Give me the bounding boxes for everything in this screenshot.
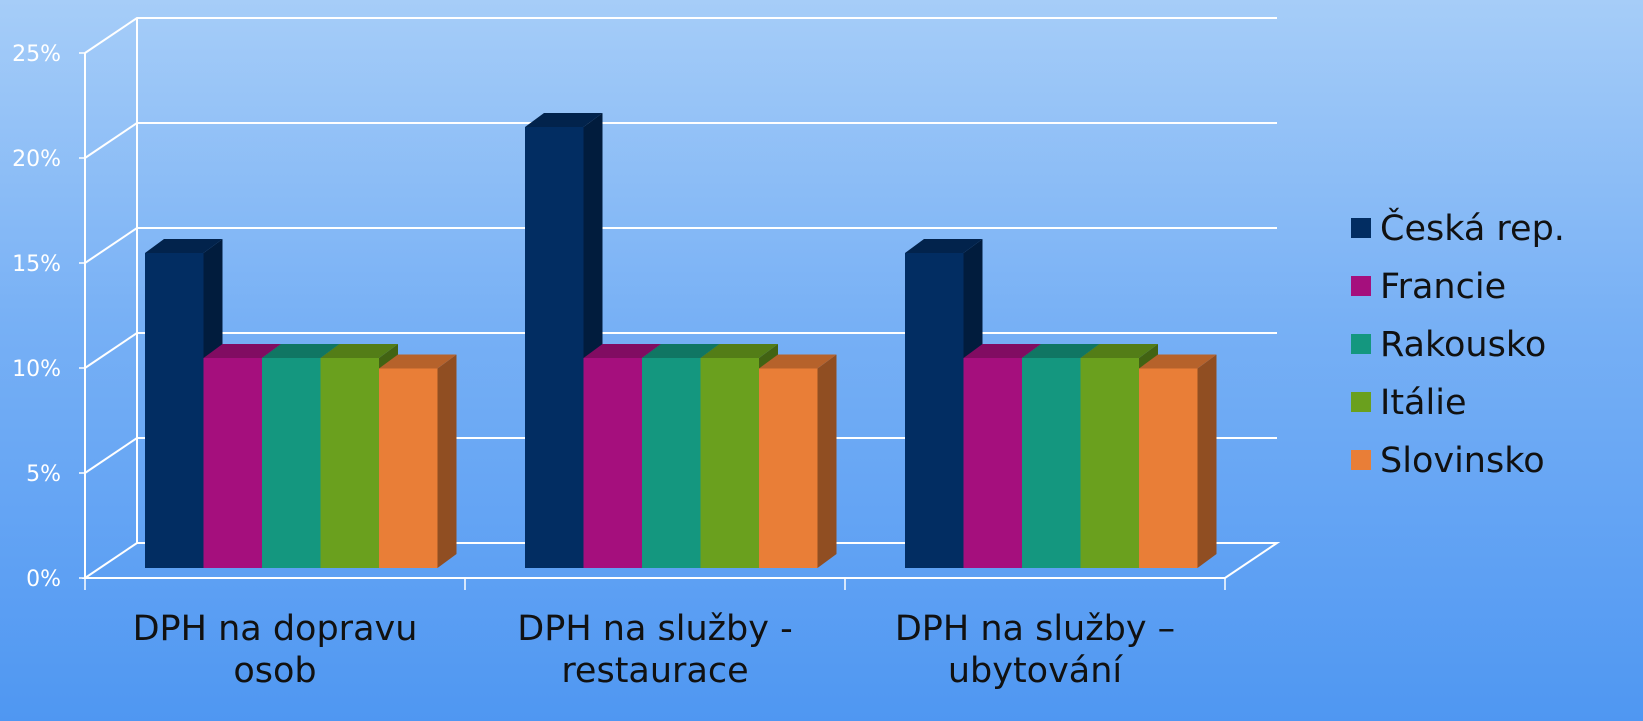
bar-front — [642, 358, 701, 568]
category-label-line: ubytování — [948, 651, 1124, 691]
bar-front — [905, 253, 964, 568]
legend-swatch — [1351, 276, 1371, 296]
bar-front — [700, 358, 759, 568]
bar-top — [525, 113, 603, 127]
bar-top — [262, 344, 340, 358]
category-label-line: DPH na služby - — [517, 609, 792, 649]
category-label-line: DPH na služby – — [895, 609, 1175, 649]
bar-top — [379, 354, 457, 369]
bar-top — [1139, 354, 1217, 369]
bar-top — [759, 354, 837, 369]
bar-top — [203, 344, 281, 358]
bar — [1139, 354, 1217, 568]
legend-item: Česká rep. — [1351, 207, 1565, 249]
bar-front — [379, 368, 438, 568]
bars — [145, 113, 1217, 568]
bar-front — [583, 358, 642, 568]
y-axis-ticks: 0% 5% 10% 15% 20% 25% — [12, 42, 85, 592]
gridline — [84, 17, 1277, 54]
bar-side — [817, 354, 837, 568]
legend-item: Francie — [1351, 267, 1506, 307]
legend-label: Francie — [1380, 267, 1506, 307]
bar-top — [1022, 344, 1100, 358]
y-tick-label: 25% — [12, 42, 61, 67]
legend-item: Rakousko — [1351, 325, 1546, 365]
category-label-line: DPH na dopravu — [133, 609, 418, 649]
legend-label: Slovinsko — [1380, 441, 1545, 481]
bar-front — [145, 253, 204, 568]
bar-top — [905, 239, 983, 253]
bar-front — [262, 358, 321, 568]
bar-front — [203, 358, 262, 568]
bar-front — [1139, 368, 1198, 568]
y-tick-label: 20% — [12, 147, 61, 172]
legend-label: Rakousko — [1380, 325, 1546, 365]
bar-top — [583, 344, 661, 358]
bar-top — [1080, 344, 1158, 358]
bar-side — [1197, 354, 1217, 568]
bar-front — [1022, 358, 1081, 568]
bar-front — [759, 368, 818, 568]
bar-top — [145, 239, 223, 253]
x-axis-categories: DPH na dopravu osob DPH na služby -restaur… — [84, 578, 1226, 691]
bar — [525, 113, 603, 568]
legend-label: Česká rep. — [1380, 207, 1565, 249]
bar-top — [963, 344, 1041, 358]
bar — [759, 354, 837, 568]
bar-front — [320, 358, 379, 568]
category-label-line: restaurace — [561, 651, 748, 691]
category-label: DPH na služby – ubytování — [895, 609, 1175, 691]
bar-front — [963, 358, 1022, 568]
legend-item: Slovinsko — [1351, 441, 1545, 481]
legend-swatch — [1351, 218, 1371, 238]
bar-top — [642, 344, 720, 358]
category-label: DPH na dopravu osob — [133, 609, 418, 691]
bar-top — [700, 344, 778, 358]
category-label-line: osob — [233, 651, 316, 691]
legend-swatch — [1351, 392, 1371, 412]
legend-item: Itálie — [1351, 383, 1466, 423]
bar-top — [320, 344, 398, 358]
bar-side — [437, 354, 457, 568]
y-tick-label: 10% — [12, 357, 61, 382]
legend-label: Itálie — [1380, 383, 1466, 423]
bar-front — [1080, 358, 1139, 568]
legend-swatch — [1351, 450, 1371, 470]
y-tick-label: 15% — [12, 252, 61, 277]
legend: Česká rep. Francie Rakousko Itálie Slovinsko — [1351, 207, 1565, 481]
legend-swatch — [1351, 334, 1371, 354]
category-label: DPH na služby -restaurace — [517, 609, 792, 691]
bar — [379, 354, 457, 568]
axes — [84, 18, 138, 578]
y-tick-label: 5% — [26, 462, 61, 487]
gridline — [84, 122, 1277, 159]
bar-front — [525, 127, 584, 568]
y-tick-label: 0% — [26, 567, 61, 592]
gridline — [84, 227, 1277, 264]
